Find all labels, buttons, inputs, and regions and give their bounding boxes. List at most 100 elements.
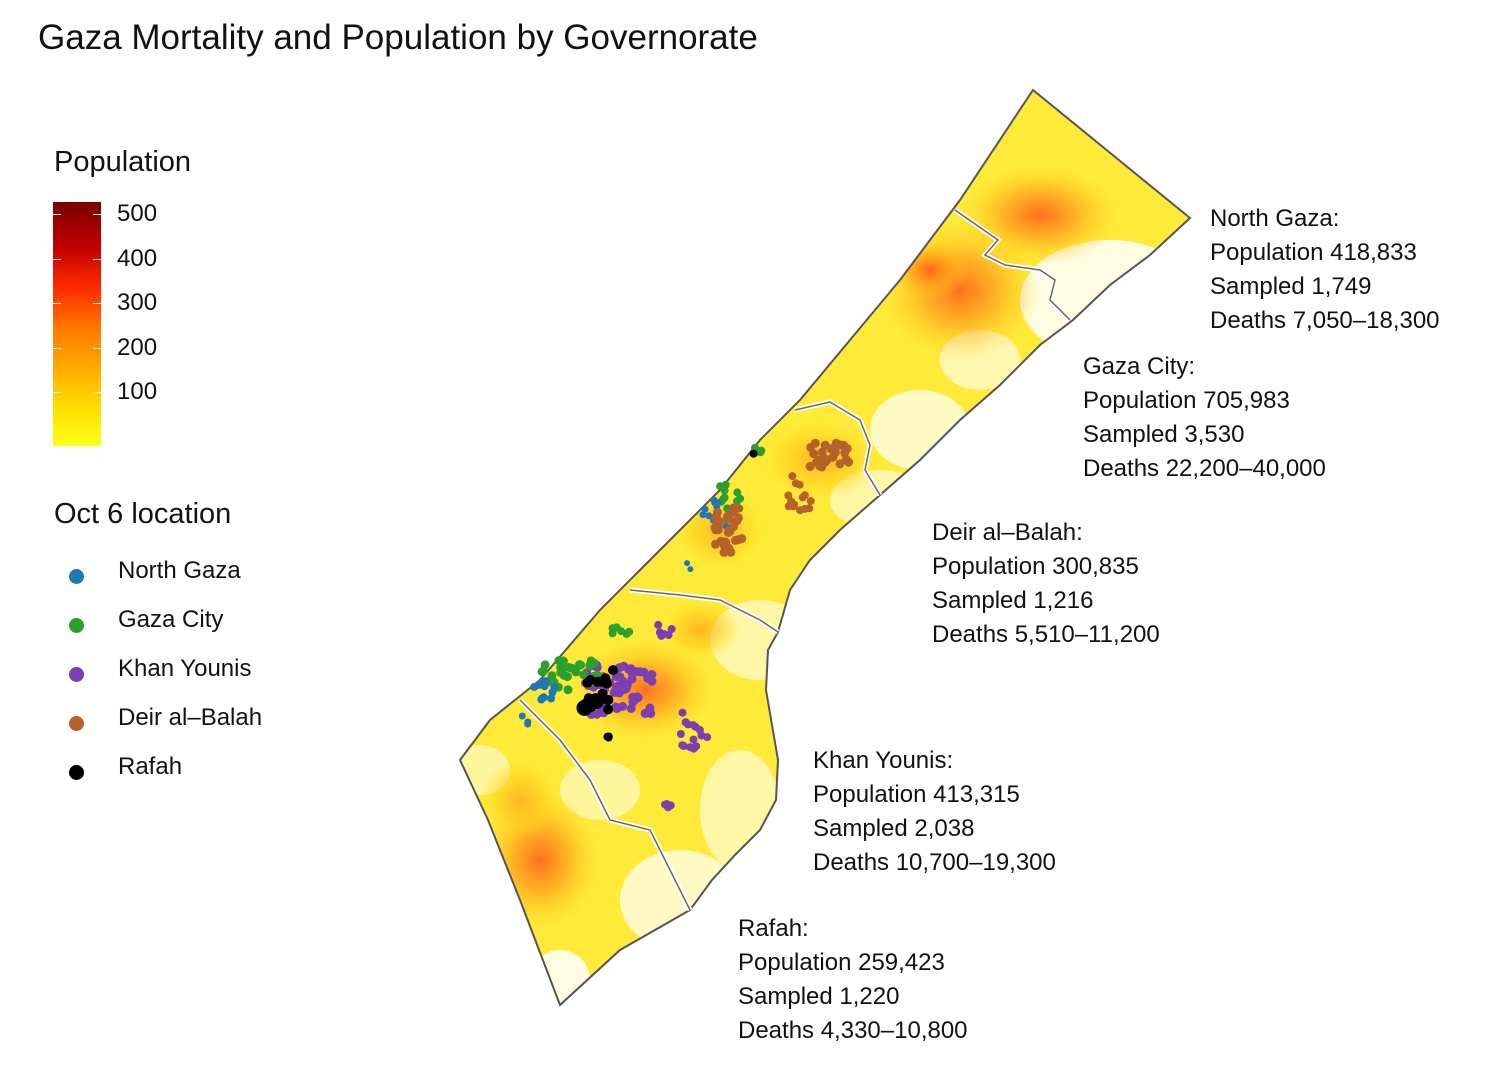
legend-item-rafah: Rafah xyxy=(118,753,183,780)
sample-point xyxy=(757,446,766,455)
sample-point xyxy=(714,499,722,507)
sample-point xyxy=(800,491,809,500)
annotation-khan-younis: Khan Younis: Population 413,315 Sampled … xyxy=(813,744,1056,880)
colorbar-label-300: 300 xyxy=(117,289,158,316)
annotation-deaths: Deaths 4,330–10,800 xyxy=(738,1017,968,1044)
sample-point xyxy=(830,448,840,457)
sample-point xyxy=(711,525,721,535)
annotation-gaza-city: Gaza City: Population 705,983 Sampled 3,… xyxy=(1083,350,1326,486)
annotation-north-gaza: North Gaza: Population 418,833 Sampled 1… xyxy=(1210,202,1440,338)
sample-point xyxy=(733,497,741,506)
legend-item-gaza-city: Gaza City xyxy=(118,606,224,633)
sample-point xyxy=(537,695,546,704)
sample-point xyxy=(689,735,698,744)
annotation-name: North Gaza: xyxy=(1210,205,1340,232)
sample-point xyxy=(795,480,804,489)
north-gaza-dot-icon xyxy=(69,569,84,584)
sample-point xyxy=(548,688,557,697)
sample-point xyxy=(749,449,758,458)
sample-point xyxy=(699,511,707,519)
sample-point xyxy=(626,704,636,713)
annotation-deaths: Deaths 22,200–40,000 xyxy=(1083,455,1326,482)
sample-point xyxy=(562,672,572,682)
gaza-city-dot-icon xyxy=(69,618,84,633)
map-title: Gaza Mortality and Population by Governo… xyxy=(38,18,758,57)
sample-point xyxy=(613,672,623,682)
annotation-name: Khan Younis: xyxy=(813,747,954,774)
khan-younis-dot-icon xyxy=(69,667,84,682)
annotation-population: Population 259,423 xyxy=(738,949,945,976)
sample-point xyxy=(805,504,814,513)
sample-point xyxy=(630,695,639,705)
annotation-rafah: Rafah: Population 259,423 Sampled 1,220 … xyxy=(738,912,968,1048)
annotation-name: Gaza City: xyxy=(1083,353,1196,380)
colorbar-label-400: 400 xyxy=(117,245,158,272)
sample-point xyxy=(540,660,550,670)
sample-point xyxy=(722,514,732,524)
annotation-deaths: Deaths 10,700–19,300 xyxy=(813,849,1056,876)
sample-point xyxy=(806,442,816,452)
sample-point xyxy=(703,733,712,742)
rafah-dot-icon xyxy=(69,765,84,780)
sample-point xyxy=(582,677,593,688)
sample-point xyxy=(840,448,850,458)
sample-point xyxy=(667,625,676,633)
population-colorbar xyxy=(53,202,101,446)
sample-point xyxy=(654,620,663,629)
sample-point xyxy=(567,663,577,673)
annotation-population: Population 705,983 xyxy=(1083,387,1290,414)
sample-point xyxy=(721,480,730,489)
colorbar-label-500: 500 xyxy=(117,200,158,227)
annotation-sampled: Sampled 2,038 xyxy=(813,815,975,842)
sample-point xyxy=(608,624,617,633)
sample-point xyxy=(635,667,645,677)
sample-point xyxy=(733,488,742,497)
annotation-sampled: Sampled 1,749 xyxy=(1210,273,1372,300)
strip-outline xyxy=(458,88,1192,1007)
sample-point xyxy=(713,507,722,517)
sample-point xyxy=(540,682,549,691)
location-legend-title: Oct 6 location xyxy=(54,498,232,530)
deir-al-balah-dot-icon xyxy=(69,716,84,731)
sample-point xyxy=(805,462,815,471)
sample-point xyxy=(681,718,690,727)
annotation-deir-al-balah: Deir al–Balah: Population 300,835 Sample… xyxy=(932,516,1160,652)
sample-point xyxy=(687,566,694,573)
sample-point xyxy=(624,664,634,674)
sample-point xyxy=(676,730,685,738)
sample-point xyxy=(537,667,547,677)
sample-point xyxy=(627,674,637,684)
sample-point xyxy=(586,656,596,666)
sample-point xyxy=(831,438,841,448)
sample-point xyxy=(733,535,743,545)
sample-point xyxy=(547,694,556,703)
population-legend-title: Population xyxy=(54,146,192,178)
sample-point xyxy=(701,505,709,513)
sample-point xyxy=(576,660,586,670)
annotation-sampled: Sampled 1,216 xyxy=(932,587,1094,614)
sample-point xyxy=(621,684,631,693)
colorbar-label-200: 200 xyxy=(117,334,158,361)
annotation-name: Deir al–Balah: xyxy=(932,519,1083,546)
annotation-population: Population 418,833 xyxy=(1210,239,1417,266)
legend-item-deir-al-balah: Deir al–Balah xyxy=(118,704,263,731)
annotation-population: Population 413,315 xyxy=(813,781,1020,808)
legend-item-north-gaza: North Gaza xyxy=(118,557,241,584)
sample-point xyxy=(817,462,827,472)
sample-point xyxy=(787,497,796,506)
annotation-deaths: Deaths 5,510–11,200 xyxy=(932,621,1160,648)
sample-point xyxy=(608,665,618,676)
sample-point xyxy=(660,630,669,638)
sample-point xyxy=(695,726,704,734)
sample-point xyxy=(679,742,688,750)
colorbar-label-100: 100 xyxy=(117,378,158,405)
sample-point xyxy=(618,702,628,711)
legend-item-khan-younis: Khan Younis xyxy=(118,655,252,682)
annotation-deaths: Deaths 7,050–18,300 xyxy=(1210,307,1440,334)
sample-point xyxy=(524,718,532,726)
sample-point xyxy=(579,670,589,680)
annotation-population: Population 300,835 xyxy=(932,553,1139,580)
sample-point xyxy=(806,497,815,506)
sample-points xyxy=(518,438,854,812)
